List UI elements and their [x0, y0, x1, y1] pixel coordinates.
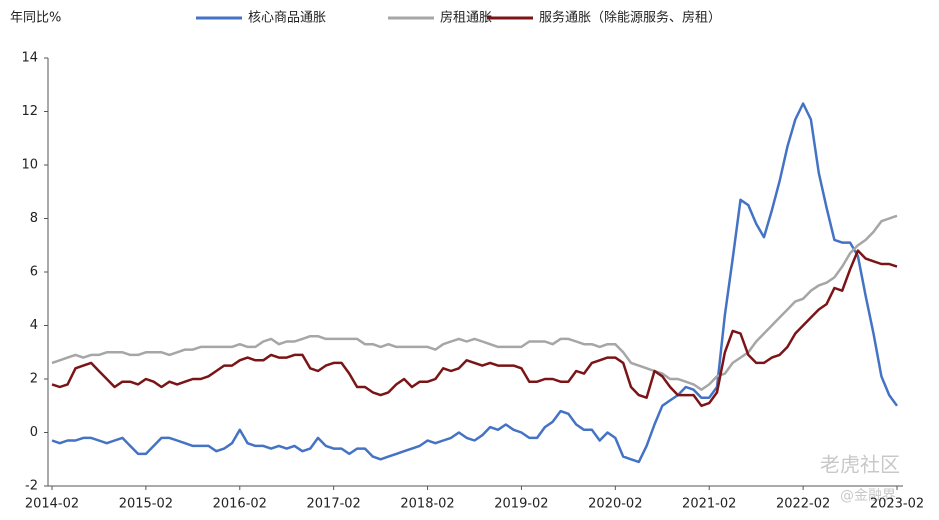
- series-line: [51, 249, 898, 408]
- y-axis-label: 年同比%: [10, 11, 61, 26]
- watermark: 老虎社区: [820, 453, 900, 477]
- y-tick-label: -2: [25, 479, 38, 494]
- y-tick-label: 4: [30, 318, 38, 333]
- watermark: @金融界: [840, 488, 896, 504]
- x-tick-label: 2021-02: [682, 497, 736, 512]
- y-tick-label: 12: [21, 104, 38, 119]
- x-tick-label: 2023-02: [870, 497, 924, 512]
- x-tick-label: 2017-02: [307, 497, 361, 512]
- y-tick-label: 6: [30, 265, 38, 280]
- x-tick-label: 2015-02: [119, 497, 173, 512]
- series-line: [51, 102, 899, 464]
- y-tick-label: 8: [30, 211, 38, 226]
- x-tick-label: 2016-02: [213, 497, 267, 512]
- y-tick-label: 0: [30, 425, 38, 440]
- x-tick-label: 2020-02: [588, 497, 642, 512]
- legend-label: 核心商品通胀: [248, 11, 326, 26]
- x-tick-label: 2018-02: [400, 497, 454, 512]
- legend-label: 服务通胀（除能源服务、房租）: [539, 10, 721, 26]
- y-tick-label: 14: [21, 51, 38, 66]
- x-tick-label: 2019-02: [494, 497, 548, 512]
- y-tick-label: 10: [21, 158, 38, 173]
- x-tick-label: 2014-02: [25, 497, 79, 512]
- legend-label: 房租通胀: [440, 10, 492, 26]
- y-tick-label: 2: [30, 372, 38, 387]
- series-line: [51, 214, 898, 391]
- x-tick-label: 2022-02: [776, 497, 830, 512]
